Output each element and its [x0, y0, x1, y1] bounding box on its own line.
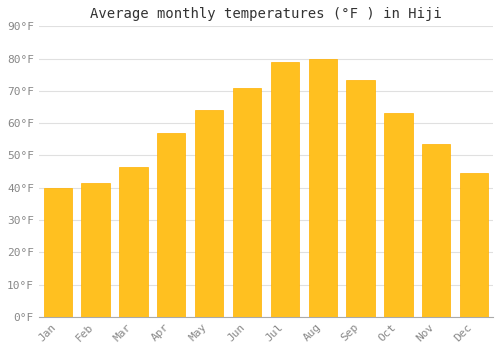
Bar: [119, 167, 148, 317]
Bar: [195, 110, 224, 317]
Bar: [460, 173, 488, 317]
Bar: [270, 62, 299, 317]
Bar: [233, 88, 261, 317]
Bar: [157, 133, 186, 317]
Bar: [384, 113, 412, 317]
Bar: [346, 79, 375, 317]
Title: Average monthly temperatures (°F ) in Hiji: Average monthly temperatures (°F ) in Hi…: [90, 7, 442, 21]
Bar: [308, 58, 337, 317]
Bar: [422, 144, 450, 317]
Bar: [82, 183, 110, 317]
Bar: [44, 188, 72, 317]
